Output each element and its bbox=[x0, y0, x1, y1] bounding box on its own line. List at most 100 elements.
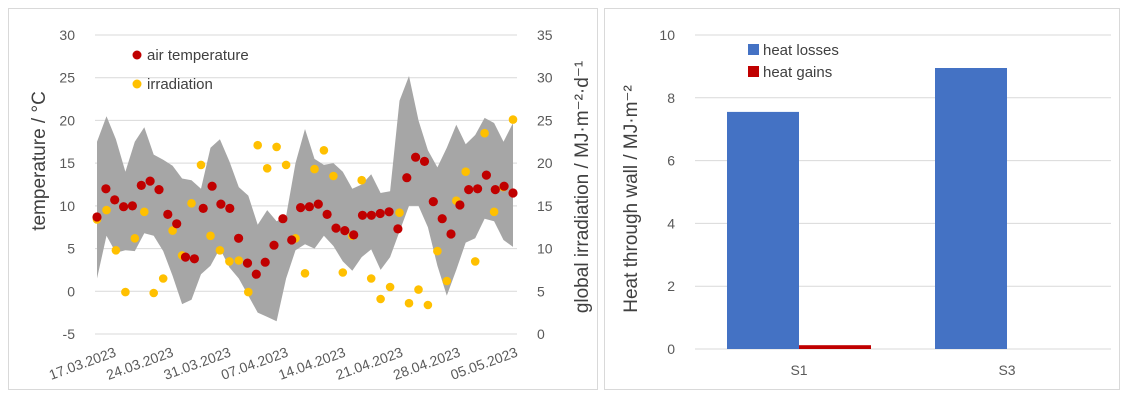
air-temperature-point bbox=[225, 203, 235, 213]
air-temperature-point bbox=[375, 208, 385, 219]
y2-tick-label: 35 bbox=[537, 27, 553, 43]
irradiation-point bbox=[244, 287, 253, 297]
air-temperature-point bbox=[428, 197, 438, 207]
irradiation-point bbox=[111, 246, 121, 255]
temperature-irradiation-chart: -5 0 5 10 15 20 25 30 0 5 10 15 20 25 30 35 17.03.2023… bbox=[29, 27, 593, 383]
temperature-range-band bbox=[97, 76, 513, 322]
legend: air temperature irradiation bbox=[132, 47, 249, 93]
x-tick-labels: 17.03.202324.03.202331.03.202307.04.2023… bbox=[47, 344, 520, 383]
air-temperature-point bbox=[437, 214, 447, 224]
air-temperature-point bbox=[349, 230, 359, 240]
irradiation-point bbox=[234, 256, 244, 265]
air-temperature-point bbox=[464, 185, 474, 195]
irradiation-point bbox=[187, 199, 196, 208]
air-temperature-point bbox=[304, 202, 314, 212]
y2-tick-label: 15 bbox=[537, 198, 553, 214]
y-tick-label: -5 bbox=[63, 326, 76, 342]
irradiation-point bbox=[470, 257, 480, 266]
chart-points bbox=[92, 115, 518, 310]
air-temperature-point bbox=[508, 188, 518, 198]
air-temperature-point bbox=[313, 199, 323, 209]
air-temperature-point bbox=[110, 195, 120, 205]
irradiation-point bbox=[366, 274, 376, 283]
y2-tick-label: 5 bbox=[537, 283, 545, 299]
y2-tick-label: 10 bbox=[537, 241, 553, 257]
irradiation-point bbox=[262, 164, 272, 173]
air-temperature-point bbox=[189, 254, 199, 264]
air-temperature-point bbox=[242, 258, 253, 268]
irradiation-point bbox=[385, 282, 395, 292]
air-temperature-point bbox=[473, 184, 483, 194]
irradiation-point bbox=[300, 269, 310, 278]
air-temperature-point bbox=[340, 226, 350, 236]
temperature-irradiation-chart-panel: -5 0 5 10 15 20 25 30 0 5 10 15 20 25 30 35 17.03.2023… bbox=[8, 8, 598, 390]
air-temperature-point bbox=[180, 252, 191, 262]
legend-label-irradiation: irradiation bbox=[147, 76, 213, 93]
y-axis-title: Heat through wall / MJ·m⁻² bbox=[621, 85, 642, 313]
air-temperature-point bbox=[366, 210, 376, 220]
air-temperature-point bbox=[411, 152, 421, 162]
y-tick-label: 6 bbox=[667, 153, 675, 169]
irradiation-point bbox=[140, 207, 149, 217]
y-tick-label: 0 bbox=[667, 341, 675, 357]
y-tick-label: 15 bbox=[59, 155, 75, 171]
air-temperature-point bbox=[490, 185, 500, 195]
legend-marker-heat-losses bbox=[748, 44, 759, 55]
irradiation-point bbox=[423, 300, 433, 310]
air-temperature-point bbox=[198, 203, 208, 213]
legend-marker-heat-gains bbox=[748, 66, 759, 77]
irradiation-point bbox=[319, 146, 329, 155]
irradiation-point bbox=[310, 164, 319, 174]
irradiation-point bbox=[489, 207, 499, 217]
irradiation-point bbox=[272, 142, 281, 152]
y-tick-label: 8 bbox=[667, 90, 675, 106]
air-temperature-point bbox=[357, 210, 368, 220]
air-temperature-point bbox=[481, 170, 491, 180]
left-y-tick-labels: -5 0 5 10 15 20 25 30 bbox=[59, 27, 75, 342]
air-temperature-point bbox=[136, 180, 146, 190]
y2-axis-title: global irradiation / MJ·m⁻²·d⁻¹ bbox=[572, 61, 593, 313]
irradiation-point bbox=[130, 234, 140, 243]
irradiation-point bbox=[253, 140, 262, 150]
air-temperature-point bbox=[163, 209, 173, 219]
irradiation-point bbox=[329, 171, 338, 181]
right-y-tick-labels: 0 5 10 15 20 25 30 35 bbox=[537, 27, 553, 342]
y-axis-title: temperature / °C bbox=[29, 91, 50, 231]
y-tick-label: 10 bbox=[659, 27, 675, 43]
y2-tick-label: 30 bbox=[537, 70, 553, 86]
air-temperature-point bbox=[145, 176, 155, 186]
air-temperature-point bbox=[127, 201, 137, 211]
y-tick-label: 30 bbox=[59, 27, 75, 43]
legend: heat losses heat gains bbox=[748, 42, 839, 81]
y-tick-label: 0 bbox=[67, 283, 75, 299]
air-temperature-point bbox=[446, 229, 456, 239]
air-temperature-point bbox=[331, 223, 341, 233]
y2-tick-label: 20 bbox=[537, 155, 553, 171]
bar-heat-gains-s1 bbox=[799, 345, 871, 349]
air-temperature-point bbox=[384, 207, 394, 217]
air-temperature-point bbox=[251, 269, 261, 279]
irradiation-point bbox=[357, 175, 367, 185]
irradiation-point bbox=[404, 298, 414, 308]
category-label: S3 bbox=[998, 362, 1015, 378]
air-temperature-point bbox=[393, 224, 403, 234]
y2-tick-label: 0 bbox=[537, 326, 545, 342]
irradiation-point bbox=[206, 231, 215, 241]
air-temperature-point bbox=[119, 202, 129, 212]
right-chart-category-labels: S1 S3 bbox=[790, 362, 1015, 378]
legend-marker-irradiation bbox=[132, 79, 142, 89]
legend-marker-air-temperature bbox=[132, 50, 142, 60]
irradiation-point bbox=[338, 268, 348, 277]
air-temperature-point bbox=[296, 203, 306, 213]
air-temperature-point bbox=[172, 219, 182, 229]
legend-label-air-temperature: air temperature bbox=[147, 47, 249, 64]
irradiation-point bbox=[480, 128, 489, 138]
air-temperature-point bbox=[234, 233, 244, 243]
y-tick-label: 5 bbox=[67, 241, 75, 257]
irradiation-point bbox=[121, 287, 130, 297]
right-chart-y-tick-labels: 0 2 4 6 8 10 bbox=[659, 27, 675, 357]
x-tick-label: 05.05.2023 bbox=[448, 344, 520, 383]
legend-label-heat-gains: heat gains bbox=[763, 64, 832, 81]
category-label: S1 bbox=[790, 362, 807, 378]
